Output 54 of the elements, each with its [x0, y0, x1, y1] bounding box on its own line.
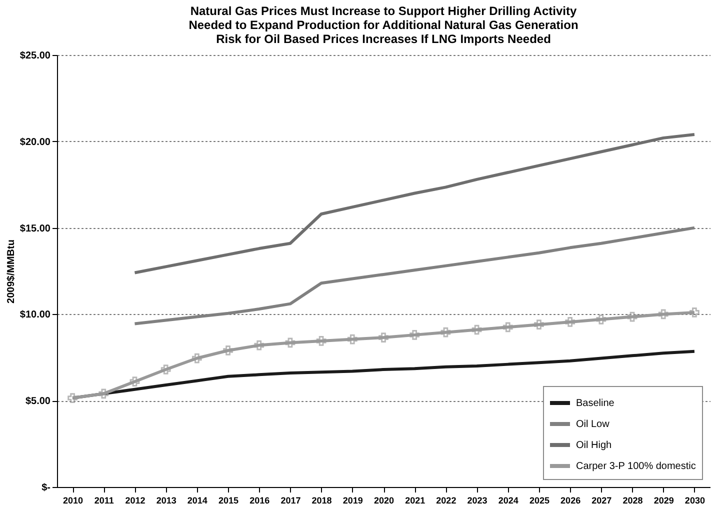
- x-tick-label: 2022: [436, 496, 456, 506]
- point: [254, 340, 264, 350]
- legend-label: Baseline: [576, 398, 615, 409]
- x-tick-label: 2013: [156, 496, 176, 506]
- y-tick-label: $5.00: [25, 396, 51, 408]
- y-tick-label: $15.00: [20, 223, 51, 234]
- point: [502, 322, 513, 332]
- point: [316, 336, 326, 346]
- point: [658, 309, 668, 320]
- point: [160, 364, 171, 374]
- point: [627, 312, 638, 322]
- point: [223, 346, 233, 356]
- y-tick-label: $-: [42, 482, 50, 494]
- point: [192, 353, 202, 364]
- point: [534, 320, 544, 330]
- x-tick-label: 2023: [467, 496, 488, 506]
- x-tick-label: 2014: [187, 496, 208, 506]
- legend-label: Oil High: [576, 440, 612, 451]
- legend-label: Carper 3-P 100% domestic: [576, 461, 696, 472]
- point: [440, 327, 451, 338]
- x-tick-label: 2017: [280, 496, 301, 506]
- point: [285, 338, 296, 348]
- legend-label: Oil Low: [576, 419, 610, 430]
- x-tick-label: 2010: [63, 496, 84, 506]
- y-tick-label: $20.00: [20, 136, 51, 148]
- point: [565, 317, 576, 327]
- point: [410, 330, 420, 340]
- point: [68, 393, 78, 403]
- y-tick-label: $10.00: [20, 310, 51, 321]
- x-tick-label: 2011: [94, 496, 114, 506]
- y-axis-title: 2009$/MMBtu: [6, 240, 17, 304]
- x-tick-label: 2012: [125, 496, 146, 506]
- x-tick-label: 2021: [405, 496, 426, 506]
- point: [98, 388, 109, 399]
- point: [472, 324, 482, 335]
- point: [130, 376, 140, 387]
- point: [690, 308, 700, 318]
- point: [378, 332, 388, 342]
- x-tick-label: 2015: [218, 496, 239, 506]
- x-tick-label: 2030: [684, 496, 705, 506]
- y-tick-label: $25.00: [20, 50, 51, 62]
- chart-title: Natural Gas Prices Must Increase to Support Higher Drilling Activity Needed to Expand Production for Additional Natural Gas Generation Risk for Oil Based Prices Increases If LNG Imports Needed: [188, 4, 578, 46]
- x-tick-label: 2026: [560, 496, 581, 506]
- x-tick-label: 2019: [342, 496, 363, 506]
- x-tick-label: 2025: [529, 496, 550, 506]
- x-tick-label: 2027: [592, 496, 612, 506]
- x-tick-label: 2024: [498, 496, 518, 506]
- x-tick-label: 2020: [374, 496, 394, 506]
- point: [596, 314, 606, 324]
- x-tick-label: 2028: [622, 496, 643, 506]
- x-tick-label: 2018: [312, 496, 332, 506]
- x-tick-label: 2016: [250, 496, 270, 506]
- point: [347, 334, 358, 344]
- x-tick-label: 2029: [654, 496, 674, 506]
